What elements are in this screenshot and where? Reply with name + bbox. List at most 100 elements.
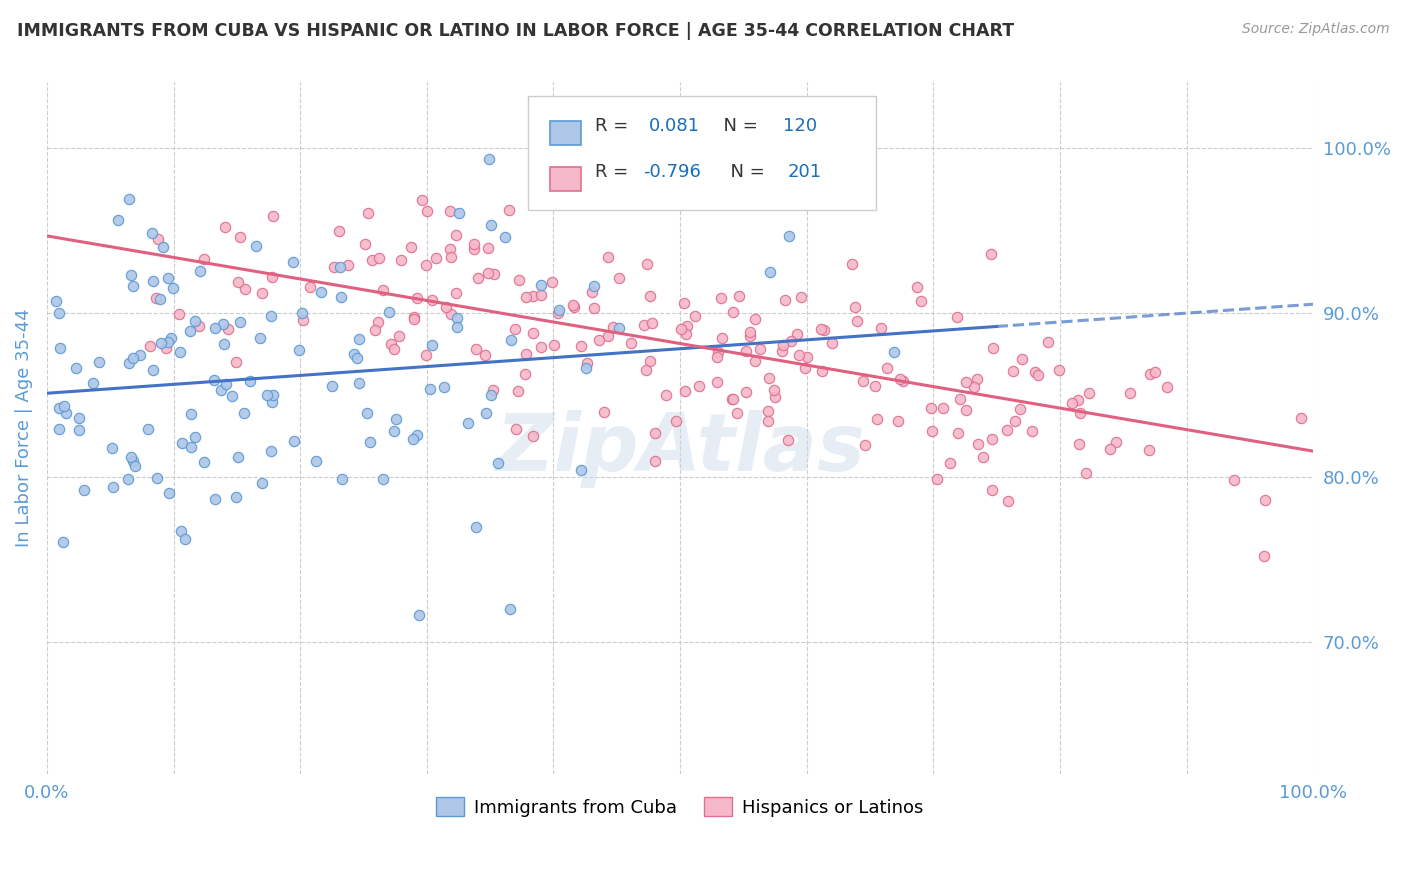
Point: [389, 252, 412, 267]
Point: [503, 322, 526, 336]
Point: [250, 286, 273, 301]
Point: [239, 375, 262, 389]
Point: [249, 331, 271, 345]
Point: [416, 204, 439, 219]
Point: [474, 349, 496, 363]
Point: [925, 472, 948, 486]
Point: [477, 266, 499, 280]
Point: [477, 241, 499, 255]
Point: [810, 364, 832, 378]
Point: [122, 351, 145, 366]
Point: [193, 252, 215, 267]
Text: R =: R =: [595, 163, 634, 181]
Point: [382, 425, 405, 439]
Point: [581, 285, 603, 299]
Point: [876, 361, 898, 376]
Point: [636, 257, 658, 271]
Point: [478, 152, 501, 166]
Point: [402, 310, 425, 324]
Point: [515, 347, 537, 361]
Point: [145, 291, 167, 305]
Point: [322, 260, 344, 274]
Point: [592, 405, 614, 419]
Point: [107, 213, 129, 227]
Point: [1291, 410, 1313, 425]
Point: [67, 411, 90, 425]
Point: [564, 300, 586, 314]
Point: [256, 388, 278, 402]
Point: [482, 267, 505, 281]
Point: [607, 320, 630, 334]
Point: [233, 282, 256, 296]
Point: [735, 385, 758, 400]
Point: [439, 242, 461, 256]
Point: [48, 306, 70, 320]
Point: [558, 194, 581, 208]
Point: [463, 237, 485, 252]
Point: [170, 524, 193, 538]
Point: [494, 229, 516, 244]
Point: [359, 435, 381, 450]
Point: [575, 361, 598, 376]
Point: [225, 354, 247, 368]
Point: [501, 333, 523, 347]
Point: [463, 242, 485, 256]
Point: [411, 194, 433, 208]
Point: [794, 360, 817, 375]
Point: [1143, 366, 1166, 380]
Point: [347, 376, 370, 390]
Point: [955, 403, 977, 417]
Point: [118, 193, 141, 207]
Point: [853, 438, 876, 452]
Point: [841, 257, 863, 271]
Point: [1156, 380, 1178, 394]
Point: [721, 392, 744, 407]
Point: [401, 432, 423, 446]
Text: 120: 120: [783, 117, 817, 135]
Point: [583, 301, 606, 316]
Point: [368, 251, 391, 265]
Point: [1067, 436, 1090, 450]
Text: 201: 201: [787, 163, 823, 181]
Point: [336, 258, 359, 272]
Point: [770, 343, 793, 358]
Point: [1036, 335, 1059, 350]
Point: [136, 422, 159, 436]
Point: [212, 336, 235, 351]
Point: [415, 258, 437, 272]
Point: [481, 383, 503, 397]
Text: N =: N =: [720, 163, 770, 181]
Point: [706, 376, 728, 390]
Point: [810, 322, 832, 336]
Point: [910, 293, 932, 308]
Point: [762, 383, 785, 397]
Point: [221, 389, 243, 403]
Point: [710, 331, 733, 345]
Point: [967, 437, 990, 451]
Point: [229, 229, 252, 244]
Point: [215, 377, 238, 392]
Point: [415, 348, 437, 362]
Point: [120, 450, 142, 465]
Point: [1223, 474, 1246, 488]
Point: [669, 322, 692, 336]
Y-axis label: In Labor Force | Age 35-44: In Labor Force | Age 35-44: [15, 309, 32, 548]
Point: [946, 310, 969, 324]
Point: [569, 339, 592, 353]
Point: [1004, 414, 1026, 428]
Point: [515, 290, 537, 304]
Point: [260, 310, 283, 324]
Point: [406, 427, 429, 442]
Point: [45, 293, 67, 308]
Point: [1069, 406, 1091, 420]
Point: [1047, 363, 1070, 377]
Point: [440, 307, 463, 321]
Point: [905, 279, 928, 293]
Point: [596, 329, 619, 343]
Point: [1105, 434, 1128, 449]
Point: [211, 318, 233, 332]
Point: [707, 345, 730, 359]
Point: [371, 472, 394, 486]
Point: [813, 323, 835, 337]
Point: [65, 361, 87, 376]
